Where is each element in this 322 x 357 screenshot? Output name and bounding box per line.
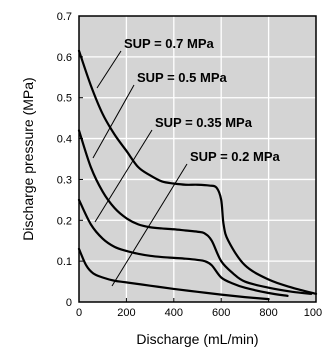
x-tick-label: 200 <box>117 307 135 319</box>
tick-layer: 0 0.1 0.2 0.3 0.4 0.5 0.6 0.7 0 200 400 600 800 1000 <box>57 11 322 319</box>
annotation-label-1: SUP = 0.7 MPa <box>124 36 214 51</box>
annotation-label-2: SUP = 0.5 MPa <box>137 70 227 85</box>
x-tick-label: 600 <box>212 307 230 319</box>
annotation-leader-2 <box>92 84 135 159</box>
annotation-label-4: SUP = 0.2 MPa <box>190 149 280 164</box>
series-layer <box>77 49 318 301</box>
y-tick-label: 0.6 <box>57 52 72 64</box>
leader-layer <box>92 50 188 287</box>
x-tick-label: 0 <box>76 307 82 319</box>
annotation-leader-1 <box>96 50 122 89</box>
series-line-1 <box>77 49 318 295</box>
plot-frame <box>78 15 317 303</box>
y-tick-label: 0.1 <box>57 256 72 268</box>
annotation-layer: SUP = 0.7 MPa SUP = 0.5 MPa SUP = 0.35 MPa… <box>124 36 280 164</box>
y-tick-label: 0.5 <box>57 93 72 105</box>
y-tick-label: 0 <box>66 297 72 309</box>
y-tick-label: 0.7 <box>57 11 72 23</box>
plot-background <box>79 16 316 302</box>
y-axis-title: Discharge pressure (MPa) <box>20 77 36 240</box>
y-tick-label: 0.3 <box>57 174 72 186</box>
annotation-leader-3 <box>94 129 153 223</box>
y-tick-label: 0.2 <box>57 215 72 227</box>
x-tick-label: 1000 <box>304 307 322 319</box>
y-tick-label: 0.4 <box>57 134 72 146</box>
annotation-label-3: SUP = 0.35 MPa <box>155 115 253 130</box>
x-axis-title: Discharge (mL/min) <box>136 331 258 347</box>
grid-layer <box>79 16 316 302</box>
series-line-4 <box>77 247 270 301</box>
series-line-3 <box>77 198 289 297</box>
x-tick-label: 800 <box>259 307 277 319</box>
series-line-2 <box>77 129 313 295</box>
annotation-leader-4 <box>111 163 188 287</box>
x-tick-label: 400 <box>165 307 183 319</box>
